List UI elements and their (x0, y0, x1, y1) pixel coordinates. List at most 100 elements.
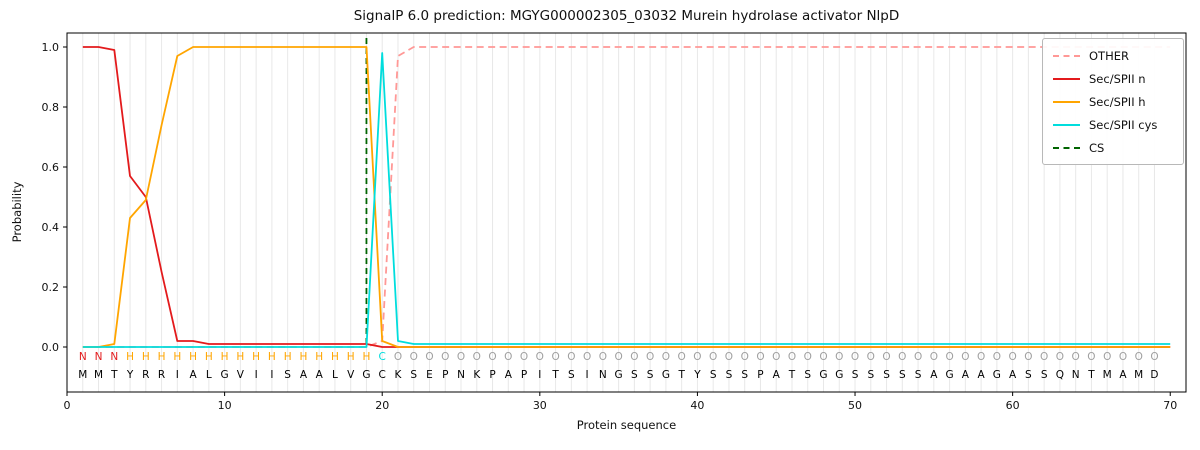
region-label: H (205, 351, 213, 363)
sequence-residue: V (237, 369, 245, 381)
sequence-residue: I (270, 369, 273, 381)
sequence-residue: L (332, 369, 338, 381)
sequence-residue: S (899, 369, 906, 381)
region-label: H (221, 351, 229, 363)
x-tick-label: 70 (1163, 399, 1177, 412)
region-label: O (551, 351, 559, 363)
region-label: O (646, 351, 654, 363)
legend-item-label: CS (1089, 140, 1105, 155)
y-axis-label: Probability (10, 181, 24, 243)
y-tick-label: 0.0 (42, 341, 60, 354)
region-label: N (95, 351, 103, 363)
sequence-residue: P (442, 369, 448, 381)
y-tick-label: 1.0 (42, 41, 60, 54)
region-label: H (299, 351, 307, 363)
region-label: O (914, 351, 922, 363)
region-label: H (331, 351, 339, 363)
y-tick-label: 0.2 (42, 281, 60, 294)
sequence-residue: S (710, 369, 717, 381)
region-label: O (583, 351, 591, 363)
region-label: N (79, 351, 87, 363)
sequence-residue: A (189, 369, 197, 381)
sequence-residue: S (631, 369, 638, 381)
region-label: O (961, 351, 969, 363)
region-label: O (1072, 351, 1080, 363)
sequence-residue: S (883, 369, 890, 381)
sequence-residue: E (426, 369, 433, 381)
region-label: H (142, 351, 150, 363)
sequence-residue: S (741, 369, 748, 381)
sequence-residue: T (1087, 369, 1095, 381)
sequence-residue: G (662, 369, 670, 381)
region-label: O (693, 351, 701, 363)
x-tick-label: 50 (848, 399, 862, 412)
sequence-residue: G (993, 369, 1001, 381)
sequence-residue: S (284, 369, 291, 381)
sequence-residue: V (347, 369, 355, 381)
y-tick-label: 0.4 (42, 221, 60, 234)
region-label: O (756, 351, 764, 363)
region-label: H (189, 351, 197, 363)
region-label: O (930, 351, 938, 363)
sequence-residue: K (473, 369, 481, 381)
region-label: O (1024, 351, 1032, 363)
legend-item: Sec/SPII cys (1053, 113, 1173, 136)
sequence-residue: P (521, 369, 527, 381)
legend-line-sample (1053, 123, 1080, 126)
region-label: C (379, 351, 386, 363)
region-label: O (1135, 351, 1143, 363)
region-label: O (741, 351, 749, 363)
x-tick-label: 40 (690, 399, 704, 412)
legend-item-label: OTHER (1089, 48, 1129, 63)
region-label: O (520, 351, 528, 363)
region-label: O (772, 351, 780, 363)
sequence-residue: G (835, 369, 843, 381)
legend: OTHER Sec/SPII n Sec/SPII h Sec/SPII cys CS (1042, 38, 1184, 165)
chart-title: SignalP 6.0 prediction: MGYG000002305_03… (353, 8, 900, 24)
sequence-residue: T (551, 369, 559, 381)
region-label: O (725, 351, 733, 363)
region-label: O (1150, 351, 1158, 363)
region-label: O (1009, 351, 1017, 363)
axes-spines (66, 32, 1187, 393)
region-label: H (315, 351, 323, 363)
sequence-residue: A (1009, 369, 1017, 381)
sequence-residue: I (538, 369, 541, 381)
sequence-residue: G (221, 369, 229, 381)
sequence-residue: S (852, 369, 859, 381)
series-line (82, 46, 1171, 348)
region-label: O (678, 351, 686, 363)
legend-line-sample (1053, 100, 1080, 103)
sequence-residue: G (819, 369, 827, 381)
sequence-residue: M (1103, 369, 1112, 381)
x-axis-label: Protein sequence (576, 418, 677, 432)
x-tick-label: 10 (218, 399, 232, 412)
sequence-residue: N (599, 369, 607, 381)
sequence-residue: T (677, 369, 685, 381)
sequence-residue: G (362, 369, 370, 381)
region-label: O (504, 351, 512, 363)
region-label: O (457, 351, 465, 363)
sequence-residue: I (176, 369, 179, 381)
sequence-residue: L (206, 369, 212, 381)
region-label: O (473, 351, 481, 363)
region-label: O (819, 351, 827, 363)
sequence-residue: K (395, 369, 403, 381)
y-tick-label: 0.6 (42, 161, 60, 174)
sequence-residue: A (505, 369, 513, 381)
x-tick-label: 20 (375, 399, 389, 412)
legend-item-label: Sec/SPII cys (1089, 117, 1158, 132)
sequence-residue: M (94, 369, 103, 381)
sequence-residue: I (255, 369, 258, 381)
region-label: O (851, 351, 859, 363)
region-label: O (1056, 351, 1064, 363)
legend-item: CS (1053, 136, 1173, 159)
sequence-residue: A (300, 369, 308, 381)
legend-item-label: Sec/SPII h (1089, 94, 1146, 109)
sequence-residue: P (489, 369, 495, 381)
sequence-residue: S (410, 369, 417, 381)
sequence-residue: S (804, 369, 811, 381)
sequence-residue: Y (693, 369, 701, 381)
legend-item: OTHER (1053, 44, 1173, 67)
